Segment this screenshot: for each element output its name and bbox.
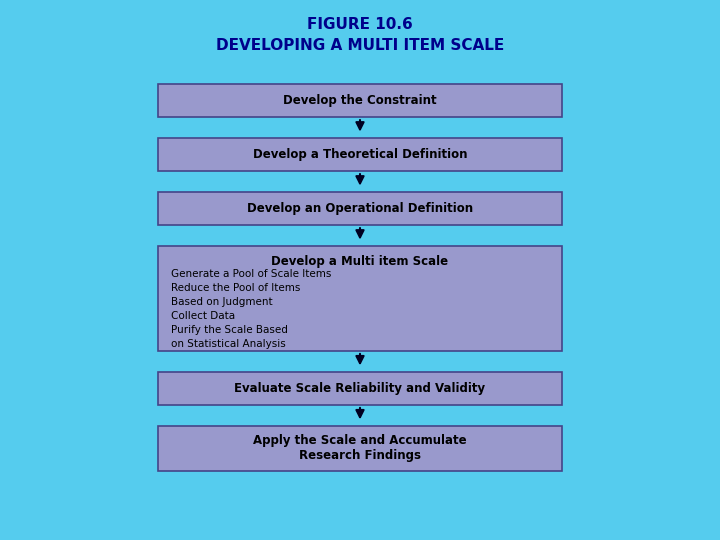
Text: Develop the Constraint: Develop the Constraint	[283, 94, 437, 107]
Text: Evaluate Scale Reliability and Validity: Evaluate Scale Reliability and Validity	[235, 382, 485, 395]
FancyBboxPatch shape	[158, 426, 562, 471]
Text: FIGURE 10.6: FIGURE 10.6	[307, 17, 413, 32]
Text: on Statistical Analysis: on Statistical Analysis	[171, 339, 286, 349]
FancyBboxPatch shape	[158, 138, 562, 171]
FancyBboxPatch shape	[158, 246, 562, 351]
Text: Develop a Theoretical Definition: Develop a Theoretical Definition	[253, 148, 467, 161]
Text: DEVELOPING A MULTI ITEM SCALE: DEVELOPING A MULTI ITEM SCALE	[216, 38, 504, 53]
Text: Develop a Multi item Scale: Develop a Multi item Scale	[271, 255, 449, 268]
Text: Generate a Pool of Scale Items: Generate a Pool of Scale Items	[171, 269, 332, 279]
FancyBboxPatch shape	[158, 372, 562, 405]
Text: Reduce the Pool of Items: Reduce the Pool of Items	[171, 283, 301, 293]
Text: Purify the Scale Based: Purify the Scale Based	[171, 325, 288, 335]
Text: Apply the Scale and Accumulate
Research Findings: Apply the Scale and Accumulate Research …	[253, 435, 467, 462]
FancyBboxPatch shape	[158, 84, 562, 117]
Text: Based on Judgment: Based on Judgment	[171, 297, 273, 307]
FancyBboxPatch shape	[158, 192, 562, 225]
Text: Develop an Operational Definition: Develop an Operational Definition	[247, 202, 473, 215]
Text: Collect Data: Collect Data	[171, 311, 235, 321]
